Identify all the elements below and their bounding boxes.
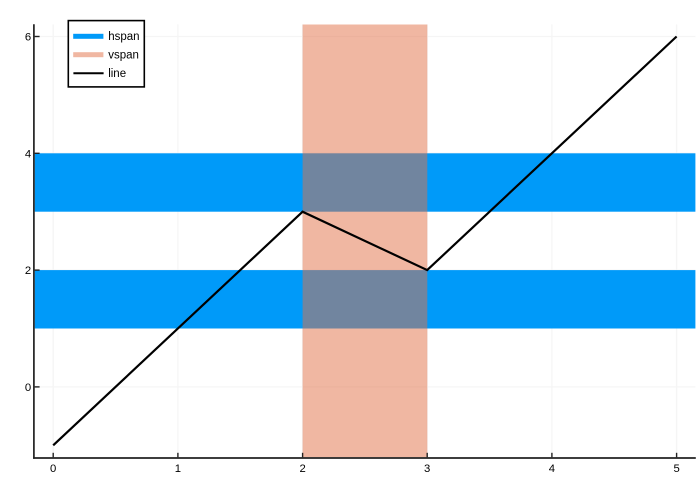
svg-text:4: 4 (25, 148, 31, 160)
svg-text:2: 2 (299, 463, 305, 475)
svg-text:0: 0 (25, 382, 31, 394)
svg-text:5: 5 (673, 463, 679, 475)
svg-text:6: 6 (25, 32, 31, 44)
svg-text:1: 1 (175, 463, 181, 475)
svg-text:vspan: vspan (108, 49, 139, 61)
svg-text:4: 4 (549, 463, 555, 475)
svg-text:0: 0 (50, 463, 56, 475)
svg-text:2: 2 (25, 265, 31, 277)
svg-text:3: 3 (424, 463, 430, 475)
svg-text:hspan: hspan (108, 31, 139, 43)
svg-text:line: line (108, 68, 126, 80)
